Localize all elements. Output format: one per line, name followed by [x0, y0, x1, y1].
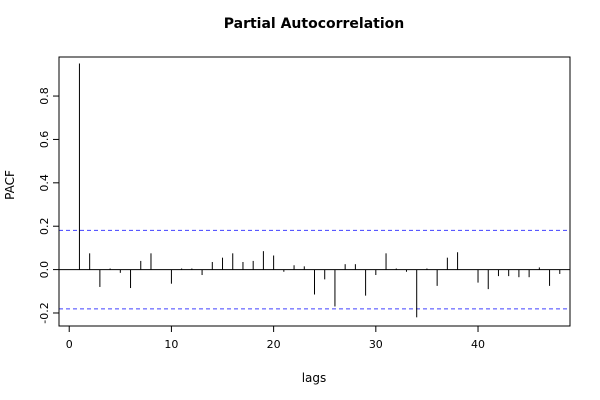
- y-tick-label-0: 0.0: [38, 261, 51, 279]
- x-tick-label-10: 10: [164, 338, 178, 351]
- chart-title: Partial Autocorrelation: [224, 16, 405, 32]
- y-axis-label: PACF: [3, 170, 17, 200]
- y-tick-label-0_4: 0.4: [38, 174, 51, 192]
- y-tick-label-0_8: 0.8: [38, 87, 51, 105]
- x-tick-label-40: 40: [471, 338, 485, 351]
- plot-area: 0 10 20 30 40 -0.2 0.0 0.2 0.4 0.6 0.8: [38, 56, 571, 351]
- y-tick-label-0_6: 0.6: [38, 131, 51, 149]
- y-tick-label--0_2: -0.2: [38, 302, 51, 323]
- x-tick-label-30: 30: [369, 338, 383, 351]
- x-tick-label-0: 0: [66, 338, 73, 351]
- plot-frame: [58, 56, 571, 327]
- x-tick-label-20: 20: [267, 338, 281, 351]
- x-axis-label: lags: [302, 371, 327, 385]
- y-tick-label-0_2: 0.2: [38, 217, 51, 235]
